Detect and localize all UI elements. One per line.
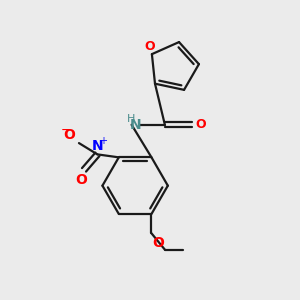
Text: H: H — [127, 114, 135, 124]
Text: +: + — [99, 136, 107, 146]
Text: O: O — [64, 128, 75, 142]
Text: −: − — [60, 124, 71, 136]
Text: O: O — [144, 40, 155, 53]
Text: O: O — [76, 173, 88, 188]
Text: O: O — [153, 236, 164, 250]
Text: N: N — [92, 140, 103, 154]
Text: N: N — [130, 118, 142, 132]
Text: O: O — [195, 118, 206, 131]
